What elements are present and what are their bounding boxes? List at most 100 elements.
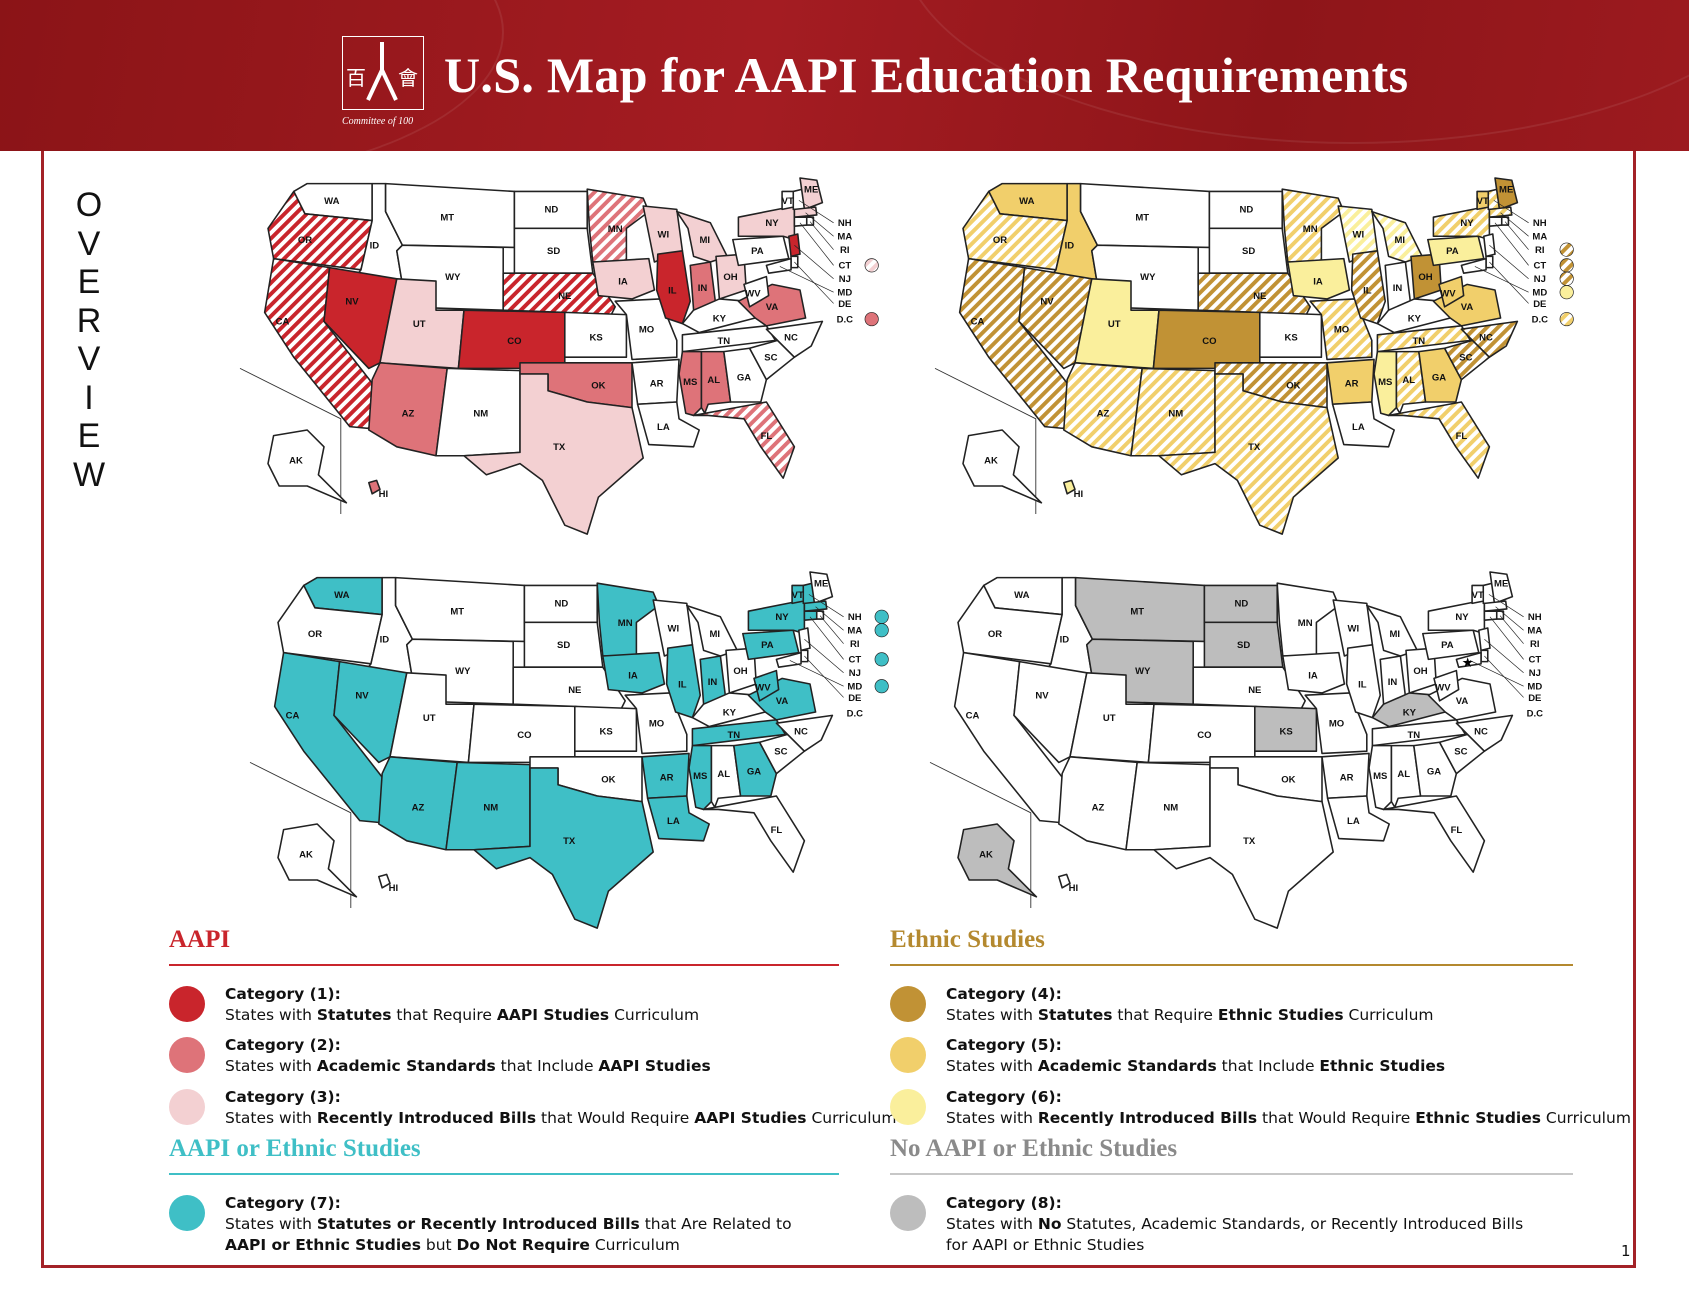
state-label-pa: PA <box>1441 640 1454 651</box>
state-label-mo: MO <box>649 719 664 730</box>
callout-leader <box>1488 594 1524 618</box>
state-label-mi: MI <box>1390 629 1401 640</box>
state-label-ny: NY <box>775 612 789 623</box>
state-label-ak: AK <box>289 456 303 467</box>
map-aapi: WA OR CA ID NV MT WY UT AZ CO NM ND SD NE KS OK TX MN IA MO… <box>239 177 879 535</box>
state-tx <box>1153 767 1334 929</box>
state-la <box>1331 401 1395 448</box>
state-label-hi: HI <box>1074 489 1084 500</box>
state-label-wy: WY <box>1135 666 1151 677</box>
state-label-wa: WA <box>334 590 349 601</box>
state-nc <box>775 714 834 752</box>
category-description: States with Statutes that Require Ethnic… <box>946 1006 1434 1024</box>
state-label-dc: D.C <box>837 314 854 325</box>
state-label-tx: TX <box>563 836 576 847</box>
state-label-ak: AK <box>979 850 993 861</box>
state-label-mo: MO <box>1334 325 1349 336</box>
state-ia <box>1287 257 1351 300</box>
state-label-pa: PA <box>751 246 764 257</box>
state-label-de: DE <box>848 693 861 704</box>
state-label-oh: OH <box>1418 272 1432 283</box>
state-nv <box>1018 266 1093 370</box>
callout-dot-md <box>1559 285 1574 300</box>
state-md <box>765 257 792 274</box>
state-label-ct: CT <box>838 261 851 272</box>
callout-leader <box>815 606 844 631</box>
state-label-ct: CT <box>848 655 861 666</box>
state-label-la: LA <box>667 816 680 827</box>
state-ga <box>1413 741 1458 797</box>
state-ct <box>803 610 818 621</box>
state-label-hi: HI <box>379 489 389 500</box>
category-description: States with Academic Standards that Incl… <box>225 1057 711 1075</box>
state-label-nm: NM <box>1168 409 1183 420</box>
state-label-ak: AK <box>299 850 313 861</box>
callout-leader <box>798 200 834 224</box>
category-4-swatch <box>890 986 926 1022</box>
legend-none-title: No AAPI or Ethnic Studies <box>890 1135 1178 1162</box>
state-label-ga: GA <box>1432 373 1446 384</box>
state-label-ga: GA <box>1427 767 1441 778</box>
callout-dot-nh <box>874 609 889 624</box>
callout-leader <box>799 222 834 266</box>
state-tx <box>463 373 644 535</box>
state-nv <box>323 266 398 370</box>
state-ma <box>1488 206 1513 218</box>
state-me <box>1489 571 1514 605</box>
callout-dot-dc <box>864 312 879 327</box>
state-label-ct: CT <box>1528 655 1541 666</box>
state-label-ca: CA <box>971 317 985 328</box>
state-label-ne: NE <box>1248 685 1261 696</box>
category-description: States with Statutes that Require AAPI S… <box>225 1006 700 1024</box>
inset-divider <box>934 367 1037 515</box>
state-label-nc: NC <box>794 726 808 737</box>
state-label-co: CO <box>1197 730 1211 741</box>
category-6-swatch <box>890 1089 926 1125</box>
state-label-ar: AR <box>1345 378 1359 389</box>
state-label-vt: VT <box>1477 196 1489 207</box>
state-ga <box>733 741 778 797</box>
category-4-text: Category (4): States with Statutes that R… <box>946 984 1434 1026</box>
state-label-nd: ND <box>554 599 568 610</box>
state-la <box>646 795 710 842</box>
state-label-pa: PA <box>761 640 774 651</box>
state-label-in: IN <box>698 283 708 294</box>
map-aapi-or-ethnic-studies: WA OR CA ID NV MT WY UT AZ CO NM ND SD NE KS OK TX MN IA MO… <box>249 571 889 929</box>
legend-category-1: Category (1): States with Statutes that R… <box>169 984 699 1026</box>
state-label-ia: IA <box>618 276 628 287</box>
state-nc <box>765 320 824 358</box>
state-label-vt: VT <box>1472 590 1484 601</box>
callout-leader <box>779 266 834 293</box>
state-label-ny: NY <box>1460 218 1474 229</box>
state-mn <box>1276 582 1340 657</box>
state-label-ia: IA <box>628 670 638 681</box>
state-label-nj: NJ <box>1534 274 1546 285</box>
state-label-ok: OK <box>1281 775 1295 786</box>
state-label-me: ME <box>804 185 818 196</box>
state-label-ok: OK <box>591 381 605 392</box>
state-nv <box>333 660 408 764</box>
state-label-in: IN <box>1393 283 1403 294</box>
state-label-sc: SC <box>764 353 777 364</box>
state-label-sc: SC <box>774 747 787 758</box>
state-label-ut: UT <box>423 713 436 724</box>
category-1-text: Category (1): States with Statutes that R… <box>225 984 699 1026</box>
state-label-wi: WI <box>658 229 670 240</box>
legend-category-6: Category (6): States with Recently Introd… <box>890 1087 1631 1129</box>
committee-logo: 百 會 Committee of 100 <box>342 36 426 127</box>
state-ks <box>564 311 628 358</box>
state-label-de: DE <box>1533 299 1546 310</box>
category-label: Category (7): <box>225 1194 341 1212</box>
legend-category-8: Category (8): States with No Statutes, Ac… <box>890 1193 1523 1256</box>
state-fl <box>692 401 796 479</box>
category-8-text: Category (8): States with No Statutes, Ac… <box>946 1193 1523 1256</box>
state-label-ar: AR <box>660 772 674 783</box>
state-label-sd: SD <box>557 640 570 651</box>
state-mn <box>596 582 660 657</box>
category-8-swatch <box>890 1195 926 1231</box>
callout-leader <box>804 638 844 674</box>
state-label-tn: TN <box>1412 336 1425 347</box>
callout-dot-dc <box>1559 312 1574 327</box>
state-label-tn: TN <box>717 336 730 347</box>
state-label-nj: NJ <box>839 274 851 285</box>
